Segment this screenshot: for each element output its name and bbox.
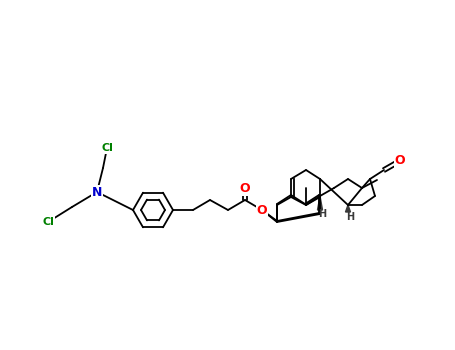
Text: O: O — [240, 182, 250, 195]
Text: H: H — [318, 209, 326, 219]
Text: Cl: Cl — [101, 143, 113, 153]
Text: N: N — [92, 186, 102, 198]
Polygon shape — [345, 205, 350, 212]
Text: O: O — [257, 203, 268, 217]
Text: H: H — [346, 212, 354, 222]
Polygon shape — [318, 196, 323, 210]
Text: O: O — [394, 154, 405, 168]
Text: Cl: Cl — [42, 217, 54, 227]
